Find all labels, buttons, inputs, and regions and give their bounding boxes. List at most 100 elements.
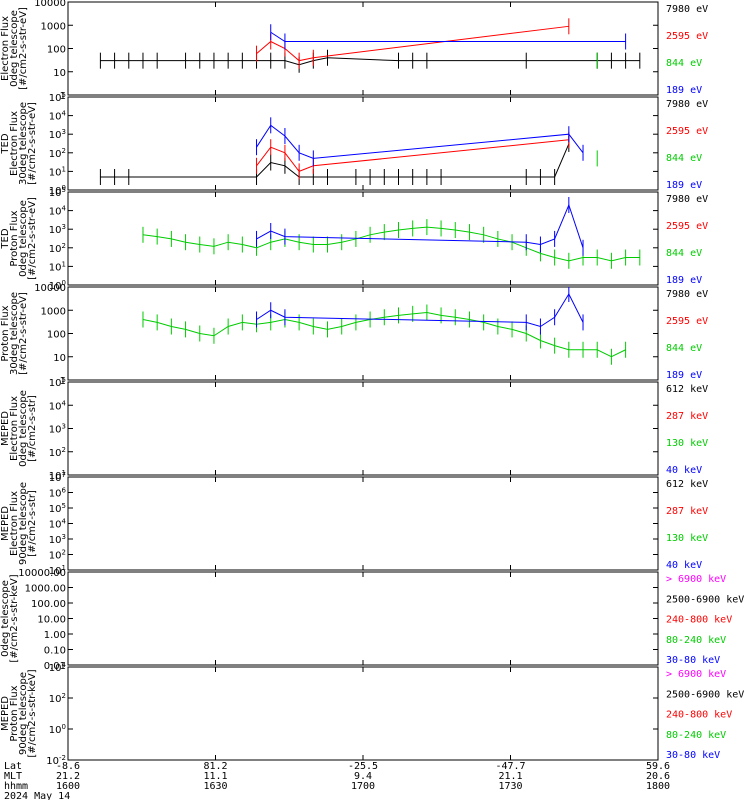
y-tick-label: 1 <box>60 376 66 387</box>
series-line <box>142 311 626 358</box>
footer-date: 2024 May 14 <box>4 791 70 800</box>
y-tick-label: 1 <box>60 91 66 102</box>
y-tick-label: 101 <box>49 260 66 273</box>
y-axis-label: Electron Flux <box>9 491 20 556</box>
y-tick-label: 105 <box>49 186 66 199</box>
y-axis-label: 0deg telescope <box>18 200 29 277</box>
y-axis-label: [#/cm2-s-str-eV] <box>18 292 29 375</box>
y-tick-label: 103 <box>49 223 66 236</box>
y-tick-label: 104 <box>49 399 67 412</box>
y-tick-label: 105 <box>49 376 66 389</box>
legend-entry: 40 keV <box>666 560 702 571</box>
y-tick-label: 10000.00 <box>18 568 66 579</box>
series-line <box>256 124 584 159</box>
legend-entry: 287 keV <box>666 506 708 517</box>
footer-value-lat: 59.6 <box>646 761 670 772</box>
footer-value-hhmm: 1600 <box>56 781 80 792</box>
y-axis-label: [#/cm2-s-str-eV] <box>27 102 38 185</box>
y-tick-label: 103 <box>49 128 66 141</box>
y-axis-label: Proton Flux <box>9 685 20 741</box>
series-line <box>100 143 570 178</box>
legend-entry: 2595 eV <box>666 31 708 42</box>
panel-frame <box>67 666 659 761</box>
y-tick-label: 0.10 <box>44 646 66 657</box>
footer-row-hhmm-label: hhmm <box>4 781 28 792</box>
y-axis-label: [#/cm2-s-str] <box>27 395 38 462</box>
legend-entry: 189 eV <box>666 275 702 286</box>
legend-entry: 40 keV <box>666 465 702 476</box>
footer-value-lat: 81.2 <box>203 761 227 772</box>
y-axis-label: 90deg telescope <box>18 672 29 755</box>
y-tick-label: 10 <box>53 353 66 364</box>
footer-value-lat: -47.7 <box>495 761 525 772</box>
legend-entry: 130 keV <box>666 438 708 449</box>
y-tick-label: 1.00 <box>44 630 66 641</box>
series-line <box>256 203 584 248</box>
y-axis-label: Electron Flux <box>9 111 20 176</box>
y-axis-label: MEPED <box>0 696 11 731</box>
y-axis-label: [#/cm2-s-str] <box>27 490 38 557</box>
series-line <box>270 31 626 43</box>
y-tick-label: 100.00 <box>31 599 66 610</box>
y-tick-label: 102 <box>49 446 66 459</box>
legend-entry: 844 eV <box>666 248 702 259</box>
y-tick-label: 102 <box>49 242 66 255</box>
footer-value-hhmm: 1630 <box>203 781 227 792</box>
y-tick-label: 106 <box>49 487 67 500</box>
panel-frame <box>67 571 659 666</box>
y-tick-label: 10.00 <box>37 615 66 626</box>
legend-entry: 844 eV <box>666 153 702 164</box>
footer-value-mlt: 9.4 <box>354 771 372 782</box>
legend-entry: 2595 eV <box>666 126 708 137</box>
y-tick-label: 102 <box>49 147 66 160</box>
y-tick-label: 10000 <box>34 283 66 294</box>
y-tick-label: 104 <box>49 518 67 531</box>
series-line <box>100 57 640 66</box>
legend-entry: 2500-6900 keV <box>666 689 744 700</box>
legend-entry: 2500-6900 keV <box>666 594 744 605</box>
legend-entry: 287 keV <box>666 411 708 422</box>
series-line <box>256 292 584 328</box>
legend-entry: > 6900 keV <box>666 669 726 680</box>
legend-entry: 240-800 keV <box>666 615 732 626</box>
y-axis-label: MEPED <box>0 411 11 446</box>
legend-entry: 80-240 keV <box>666 635 726 646</box>
y-axis-label: 30deg telescope <box>18 102 29 185</box>
legend-entry: 240-800 keV <box>666 710 732 721</box>
legend-entry: 80-240 keV <box>666 730 726 741</box>
y-tick-label: 102 <box>49 549 66 562</box>
legend-entry: 189 eV <box>666 85 702 96</box>
panel-7: 0.01 0.10 1.00 10.00 100.00 1000.00 10000.00 0d… <box>0 568 744 672</box>
legend-entry: 189 eV <box>666 370 702 381</box>
y-tick-label: 103 <box>49 423 66 436</box>
y-axis-label: Proton Flux <box>0 305 11 361</box>
legend-entry: 130 keV <box>666 533 708 544</box>
legend-entry: 7980 eV <box>666 194 708 205</box>
y-axis-label: Proton Flux <box>9 210 20 266</box>
y-axis-label: 0deg telescope <box>0 580 11 657</box>
legend-entry: > 6900 keV <box>666 574 726 585</box>
legend-entry: 7980 eV <box>666 4 708 15</box>
y-tick-label: 104 <box>49 661 67 674</box>
y-tick-label: 0.01 <box>44 661 66 672</box>
panel-frame <box>67 96 659 191</box>
y-tick-label: 1000 <box>41 21 66 32</box>
legend-entry: 7980 eV <box>666 99 708 110</box>
y-axis-label: Electron Flux <box>9 396 20 461</box>
legend-entry: 2595 eV <box>666 221 708 232</box>
y-tick-label: 104 <box>49 110 67 123</box>
y-axis-label: 30deg telescope <box>9 292 20 375</box>
legend-entry: 30-80 keV <box>666 750 720 761</box>
y-tick-label: 100 <box>47 330 66 341</box>
y-tick-label: 10000 <box>34 0 66 9</box>
legend-entry: 844 eV <box>666 58 702 69</box>
footer-value-mlt: 21.2 <box>56 771 80 782</box>
y-tick-label: 103 <box>49 533 66 546</box>
footer-value-mlt: 11.1 <box>203 771 227 782</box>
footer-value-hhmm: 1800 <box>646 781 670 792</box>
